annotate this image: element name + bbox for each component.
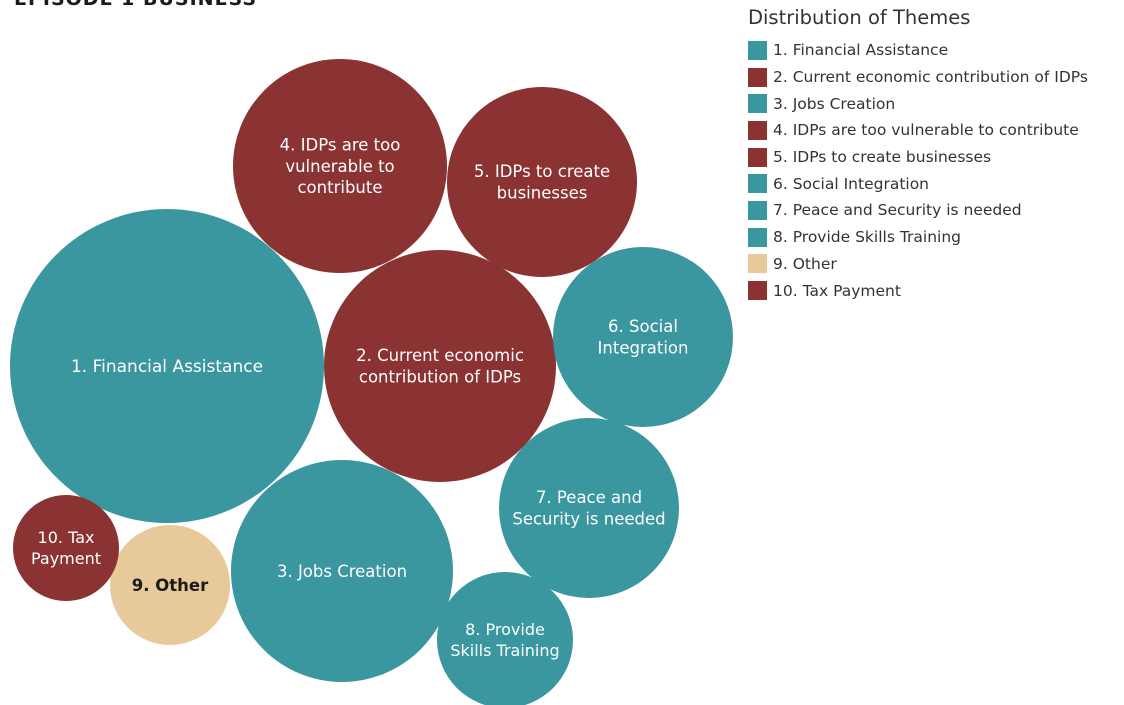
legend-item-8: 8. Provide Skills Training [748, 224, 1120, 251]
page-title: EPISODE 1 BUSINESS [14, 0, 257, 10]
bubble-1: 1. Financial Assistance [10, 209, 324, 523]
bubble-label-5: 5. IDPs to create businesses [474, 162, 610, 202]
bubble-label-line: 3. Jobs Creation [277, 562, 407, 581]
legend-title: Distribution of Themes [748, 6, 971, 29]
legend-label: 9. Other [773, 254, 837, 273]
bubble-circle-9 [110, 525, 230, 645]
bubble-label-2: 2. Current economic contribution of IDPs [356, 346, 524, 386]
bubble-label-8: 8. Provide Skills Training [450, 620, 559, 660]
legend-swatch [748, 67, 767, 87]
bubble-circle-1 [10, 209, 324, 523]
bubble-chart: 1. Financial Assistance 2. Current econom… [10, 59, 733, 705]
legend-item-9: 9. Other [748, 251, 1120, 278]
bubble-10: 10. Tax Payment [13, 495, 119, 601]
bubble-label-line: Skills Training [450, 641, 559, 660]
legend-label: 6. Social Integration [773, 174, 930, 193]
bubble-label-10: 10. Tax Payment [31, 528, 101, 568]
legend-item-1: 1. Financial Assistance [748, 37, 1120, 64]
bubble-circle-8 [437, 572, 573, 705]
bubble-circle-2 [324, 250, 556, 482]
bubble-label-line: 10. Tax [38, 528, 95, 547]
bubble-circle-6 [553, 247, 733, 427]
legend-label: 5. IDPs to create businesses [773, 148, 992, 167]
bubble-label-line: 6. Social [608, 317, 678, 336]
legend-item-5: 5. IDPs to create businesses [748, 144, 1120, 171]
legend-item-2: 2. Current economic contribution of IDPs [748, 64, 1120, 91]
bubble-label-line: 2. Current economic [356, 346, 524, 365]
legend-list: 1. Financial Assistance 2. Current econom… [748, 37, 1120, 304]
legend-swatch [748, 120, 767, 140]
bubble-4: 4. IDPs are too vulnerable to contribute [233, 59, 447, 273]
bubble-label-line: Payment [31, 549, 101, 568]
legend-label: 3. Jobs Creation [773, 94, 896, 113]
bubble-label-line: businesses [497, 184, 588, 203]
bubble-circle-4 [233, 59, 447, 273]
bubble-9: 9. Other [110, 525, 230, 645]
chart-legend: Distribution of Themes 1. Financial Assi… [748, 6, 1120, 304]
bubble-label-line: Security is needed [512, 510, 665, 529]
bubble-label-line: 4. IDPs are too [280, 135, 401, 154]
legend-item-3: 3. Jobs Creation [748, 90, 1120, 117]
bubble-circle-5 [447, 87, 637, 277]
bubble-label-line: 5. IDPs to create [474, 162, 610, 181]
legend-swatch [748, 200, 767, 220]
legend-swatch [748, 174, 767, 194]
bubble-label-line: Integration [598, 339, 689, 358]
legend-label: 1. Financial Assistance [773, 41, 949, 60]
bubble-label-9: 9. Other [132, 576, 209, 595]
bubble-5: 5. IDPs to create businesses [447, 87, 637, 277]
legend-item-7: 7. Peace and Security is needed [748, 197, 1120, 224]
bubble-circle-10 [13, 495, 119, 601]
legend-item-6: 6. Social Integration [748, 170, 1120, 197]
bubble-label-1: 1. Financial Assistance [71, 357, 263, 377]
bubble-label-3: 3. Jobs Creation [277, 562, 407, 581]
bubble-label-line: 1. Financial Assistance [71, 357, 263, 377]
bubble-8: 8. Provide Skills Training [437, 572, 573, 705]
legend-label: 2. Current economic contribution of IDPs [773, 68, 1088, 87]
bubble-label-4: 4. IDPs are too vulnerable to contribute [280, 135, 401, 197]
bubble-3: 3. Jobs Creation [231, 460, 453, 682]
legend-swatch [748, 94, 767, 114]
bubble-label-line: 9. Other [132, 576, 209, 595]
bubble-label-7: 7. Peace and Security is needed [512, 488, 665, 528]
bubble-6: 6. Social Integration [553, 247, 733, 427]
bubble-circle-7 [499, 418, 679, 598]
legend-swatch [748, 147, 767, 167]
bubble-label-line: 7. Peace and [536, 488, 642, 507]
bubble-label-line: 8. Provide [465, 620, 545, 639]
bubble-label-line: contribution of IDPs [359, 368, 521, 387]
bubble-7: 7. Peace and Security is needed [499, 418, 679, 598]
legend-label: 7. Peace and Security is needed [773, 201, 1022, 220]
bubble-label-6: 6. Social Integration [598, 317, 689, 357]
legend-swatch [748, 254, 767, 274]
legend-swatch [748, 227, 767, 247]
bubble-2: 2. Current economic contribution of IDPs [324, 250, 556, 482]
legend-label: 8. Provide Skills Training [773, 228, 961, 247]
bubble-circle-3 [231, 460, 453, 682]
legend-label: 4. IDPs are too vulnerable to contribute [773, 121, 1079, 140]
bubble-label-line: vulnerable to [285, 157, 394, 176]
legend-item-10: 10. Tax Payment [748, 277, 1120, 304]
legend-swatch [748, 40, 767, 60]
legend-swatch [748, 281, 767, 301]
bubble-label-line: contribute [297, 178, 382, 197]
legend-label: 10. Tax Payment [773, 281, 901, 300]
legend-item-4: 4. IDPs are too vulnerable to contribute [748, 117, 1120, 144]
